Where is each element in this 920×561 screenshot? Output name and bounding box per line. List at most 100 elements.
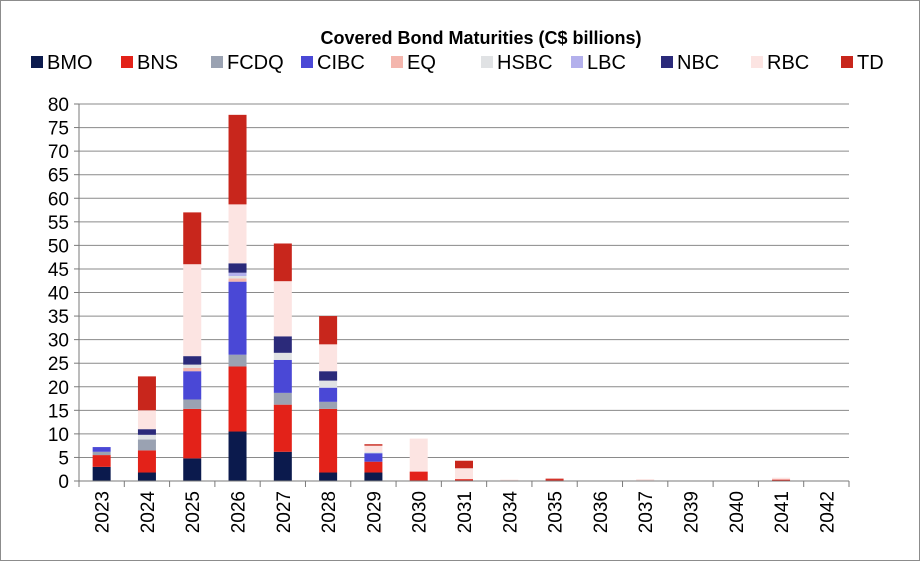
legend-label-lbc: LBC [587, 52, 626, 74]
bar-segment-cibc-2025 [183, 371, 202, 400]
x-tick-label: 2028 [319, 491, 340, 533]
bar-segment-rbc-2030 [409, 438, 428, 472]
x-tick-label: 2031 [455, 491, 476, 533]
bar-segment-rbc-2037 [636, 479, 655, 481]
bar-segment-hsbc-2027 [273, 352, 292, 360]
bar-segment-bns-2028 [319, 408, 338, 473]
bar-segment-bns-2031 [455, 479, 473, 481]
legend: BMO BNS FCDQ CIBC EQ HSBC LBC NBC RBC TD [31, 52, 884, 74]
bar-segment-bns-2024 [137, 450, 156, 473]
bar-segment-bmo-2027 [273, 451, 292, 481]
bar-segment-cibc-2026 [228, 281, 247, 355]
bar-segment-nbc-2027 [273, 336, 292, 353]
bar-segment-rbc-2034 [500, 479, 519, 481]
bar-segment-rbc-2041 [772, 477, 791, 480]
bar-segment-td-2029 [364, 444, 383, 446]
y-tick-label: 15 [48, 401, 69, 422]
bar-segment-fcdq-2026 [228, 354, 247, 367]
bar-segment-fcdq-2028 [319, 401, 338, 409]
bar-segment-rbc-2024 [137, 410, 156, 430]
bar-segment-td-2026 [228, 114, 247, 205]
bar-segment-eq-2026 [228, 278, 247, 282]
bar-segment-bns-2025 [183, 408, 202, 459]
x-tick-label: 2036 [591, 491, 612, 533]
bar-segment-cibc-2023 [92, 447, 111, 452]
bar-segment-rbc-2027 [273, 281, 292, 337]
x-tick-label: 2042 [817, 491, 838, 533]
y-tick-label: 35 [48, 307, 69, 328]
bar-segment-bns-2030 [409, 471, 428, 481]
bar-segment-eq-2025 [183, 367, 202, 372]
y-tick-label: 45 [48, 260, 69, 281]
bar-segment-bns-2041 [772, 479, 791, 481]
bar-segment-fcdq-2027 [273, 392, 292, 405]
x-tick-label: 2041 [772, 491, 793, 533]
x-tick-label: 2040 [727, 491, 748, 533]
bar-segment-td-2025 [183, 212, 202, 265]
bar-segment-td-2028 [319, 316, 338, 345]
legend-swatch-td [841, 56, 853, 68]
y-tick-label: 65 [48, 166, 69, 187]
y-tick-label: 50 [48, 236, 69, 257]
bar-segment-bns-2027 [273, 404, 292, 452]
gridlines [79, 103, 849, 458]
bar-segment-td-2031 [455, 460, 473, 469]
y-tick-label: 25 [48, 354, 69, 375]
bar-segment-bmo-2029 [364, 472, 383, 481]
x-tick-label: 2029 [364, 491, 385, 533]
bar-segment-td-2024 [137, 376, 156, 411]
x-tick-label: 2034 [500, 491, 521, 534]
legend-label-cibc: CIBC [317, 52, 365, 74]
bar-segment-td-2027 [273, 243, 292, 282]
bar-segment-bns-2035 [545, 479, 564, 481]
legend-label-eq: EQ [407, 52, 436, 74]
bar-segment-rbc-2028 [319, 344, 338, 372]
legend-swatch-fcdq [211, 56, 223, 68]
x-tick-label: 2024 [138, 491, 159, 534]
x-tick-label: 2035 [546, 491, 567, 533]
bar-segment-rbc-2025 [183, 264, 202, 357]
x-tick-label: 2023 [93, 491, 114, 533]
bar-segment-bmo-2024 [137, 472, 156, 481]
legend-swatch-eq [391, 56, 403, 68]
y-tick-label: 10 [48, 425, 69, 446]
bar-segment-fcdq-2025 [183, 399, 202, 409]
bar-segment-cibc-2028 [319, 387, 338, 402]
bar-segment-hsbc-2025 [183, 364, 202, 368]
y-tick-label: 5 [58, 448, 69, 469]
legend-swatch-hsbc [481, 56, 493, 68]
bar-segment-hsbc-2026 [228, 276, 247, 279]
legend-label-bmo: BMO [47, 52, 93, 74]
legend-label-hsbc: HSBC [497, 52, 553, 74]
y-tick-label: 20 [48, 378, 69, 399]
x-tick-label: 2030 [410, 491, 431, 533]
y-tick-label: 0 [58, 472, 69, 493]
bar-segment-bmo-2023 [92, 466, 111, 481]
axes [78, 104, 849, 482]
bar-segment-hsbc-2028 [319, 380, 338, 388]
y-tick-label: 55 [48, 213, 69, 234]
x-tick-label: 2039 [681, 491, 702, 533]
legend-label-fcdq: FCDQ [227, 52, 284, 74]
legend-label-bns: BNS [137, 52, 178, 74]
bar-segment-rbc-2026 [228, 204, 247, 264]
x-tick-label: 2026 [229, 491, 250, 533]
legend-swatch-nbc [661, 56, 673, 68]
bar-segment-hsbc-2024 [137, 434, 156, 440]
legend-swatch-bns [121, 56, 133, 68]
bar-segment-nbc-2028 [319, 371, 338, 381]
x-tick-label: 2025 [183, 491, 204, 533]
x-tick-label: 2027 [274, 491, 295, 533]
legend-swatch-lbc [571, 56, 583, 68]
bar-segment-bmo-2028 [319, 472, 338, 481]
bar-segment-hsbc-2029 [364, 451, 383, 454]
chart-title: Covered Bond Maturities (C$ billions) [320, 28, 641, 48]
bar-segment-bmo-2026 [228, 431, 247, 481]
bar-segment-bns-2029 [364, 461, 383, 473]
bars [92, 114, 791, 481]
bar-segment-nbc-2025 [183, 356, 202, 365]
bar-segment-bns-2023 [92, 455, 111, 467]
